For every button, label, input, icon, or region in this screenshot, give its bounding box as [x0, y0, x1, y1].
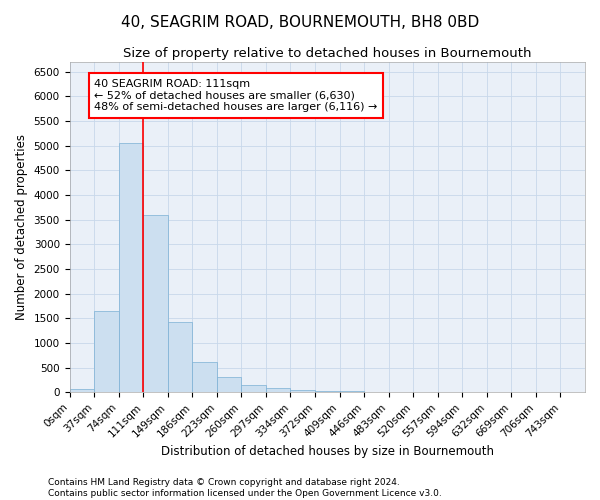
X-axis label: Distribution of detached houses by size in Bournemouth: Distribution of detached houses by size …: [161, 444, 494, 458]
Bar: [94, 311, 119, 392]
Text: 40 SEAGRIM ROAD: 111sqm
← 52% of detached houses are smaller (6,630)
48% of semi: 40 SEAGRIM ROAD: 111sqm ← 52% of detache…: [94, 79, 377, 112]
Bar: [143, 214, 168, 392]
Bar: [192, 362, 217, 392]
Bar: [241, 384, 266, 392]
Title: Size of property relative to detached houses in Bournemouth: Size of property relative to detached ho…: [123, 48, 532, 60]
Bar: [119, 143, 143, 392]
Y-axis label: Number of detached properties: Number of detached properties: [15, 134, 28, 320]
Text: Contains HM Land Registry data © Crown copyright and database right 2024.
Contai: Contains HM Land Registry data © Crown c…: [48, 478, 442, 498]
Bar: [266, 388, 290, 392]
Text: 40, SEAGRIM ROAD, BOURNEMOUTH, BH8 0BD: 40, SEAGRIM ROAD, BOURNEMOUTH, BH8 0BD: [121, 15, 479, 30]
Bar: [168, 322, 192, 392]
Bar: [217, 377, 241, 392]
Bar: [70, 388, 94, 392]
Bar: [290, 390, 315, 392]
Bar: [315, 391, 340, 392]
